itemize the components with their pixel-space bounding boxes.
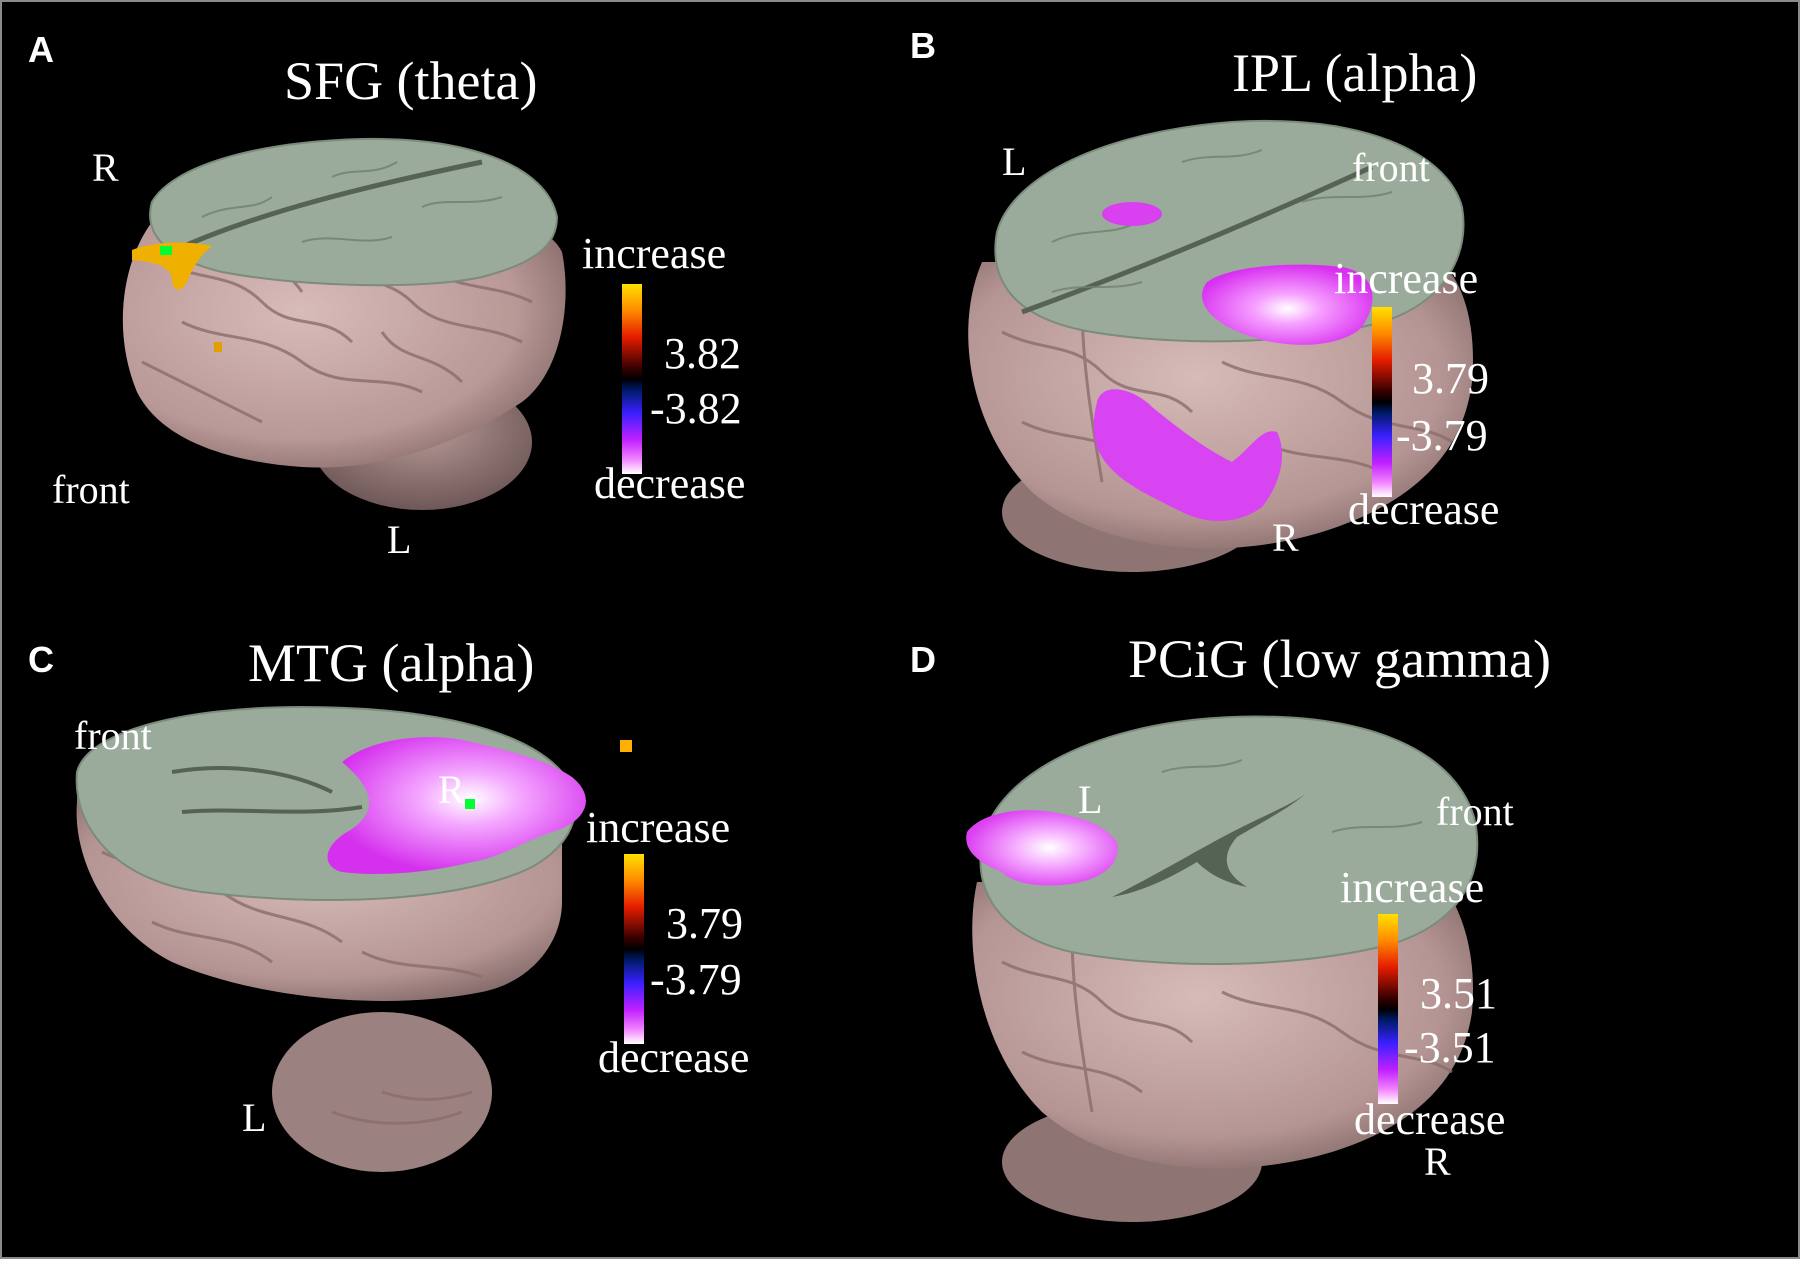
colorbar-increase-label-b: increase — [1334, 254, 1479, 303]
panel-title-c: MTG (alpha) — [248, 633, 535, 693]
panel-title-d: PCiG (low gamma) — [1128, 629, 1551, 689]
activation-small-b — [1102, 202, 1162, 226]
midline-b — [1021, 164, 1374, 315]
colorbar-a — [622, 284, 642, 474]
panel-letter-d: D — [910, 639, 936, 680]
colorbar-decrease-label-d: decrease — [1354, 1095, 1506, 1144]
brain-render-b — [968, 120, 1473, 572]
orientation-label-right-b: front — [1352, 145, 1430, 190]
colorbar-increase-label-d: increase — [1340, 863, 1485, 912]
colorbar-pos-value-d: 3.51 — [1420, 969, 1497, 1018]
ventricles-d — [1112, 792, 1307, 897]
orientation-label-right-d: front — [1436, 789, 1514, 834]
colorbar-decrease-label-a: decrease — [594, 459, 746, 508]
colorbar-neg-value-b: -3.79 — [1396, 411, 1488, 460]
panel-letter-a: A — [28, 29, 54, 70]
colorbar-neg-value-c: -3.79 — [650, 955, 742, 1004]
panel-c: C MTG (alpha) front R L increase 3.79 -3… — [2, 632, 902, 1262]
seed-marker-c — [465, 799, 475, 809]
panel-d: D PCiG (low gamma) L front R increase 3.… — [902, 632, 1800, 1262]
gyri-d — [1001, 931, 1453, 1113]
orientation-label-bottom-b: R — [1272, 515, 1299, 560]
panel-letter-b: B — [910, 25, 936, 66]
midline-a — [180, 159, 483, 250]
brain-render-d — [966, 715, 1479, 1222]
colorbar-d — [1378, 914, 1398, 1104]
orientation-label-top-c: R — [438, 767, 465, 812]
panel-letter-c: C — [28, 639, 54, 680]
orientation-label-left-a: front — [52, 467, 130, 512]
activation-increase-c — [620, 740, 632, 752]
colorbar-pos-value-b: 3.79 — [1412, 354, 1489, 403]
colorbar-pos-value-a: 3.82 — [664, 329, 741, 378]
colorbar-c — [624, 854, 644, 1044]
colorbar-increase-label-a: increase — [582, 229, 727, 278]
panel-title-a: SFG (theta) — [284, 51, 538, 111]
colorbar-increase-label-c: increase — [586, 803, 731, 852]
colorbar-decrease-label-c: decrease — [598, 1033, 750, 1082]
brain-render-a — [122, 137, 566, 510]
orientation-label-left-b: L — [1002, 139, 1027, 184]
colorbar-b — [1372, 307, 1392, 497]
activation-decrease-main-b — [1202, 264, 1373, 345]
orientation-label-bottom-c: L — [242, 1095, 267, 1140]
panel-b: B IPL (alpha) L front R increase 3.79 -3… — [902, 2, 1800, 632]
orientation-label-left-c: front — [74, 713, 152, 758]
orientation-label-bottom-a: L — [387, 517, 412, 562]
activation-decrease-lower-b — [1093, 389, 1282, 522]
activation-decrease-d — [966, 810, 1118, 886]
activation-decrease-c — [327, 737, 586, 874]
axial-slice-a — [149, 137, 559, 287]
orientation-label-bottom-d: R — [1424, 1139, 1451, 1184]
panel-title-b: IPL (alpha) — [1232, 43, 1478, 103]
activation-spot-a — [214, 342, 222, 352]
colorbar-neg-value-d: -3.51 — [1404, 1023, 1496, 1072]
orientation-label-left-d: L — [1078, 777, 1103, 822]
orientation-label-top-a: R — [92, 145, 119, 190]
panel-a: A SFG (theta) R front L increase 3.82 -3… — [2, 2, 902, 632]
colorbar-pos-value-c: 3.79 — [666, 899, 743, 948]
activation-increase-a — [132, 242, 212, 290]
colorbar-neg-value-a: -3.82 — [650, 384, 742, 433]
seed-marker-a — [160, 246, 172, 255]
brain-render-c — [75, 705, 632, 1172]
colorbar-decrease-label-b: decrease — [1348, 485, 1500, 534]
